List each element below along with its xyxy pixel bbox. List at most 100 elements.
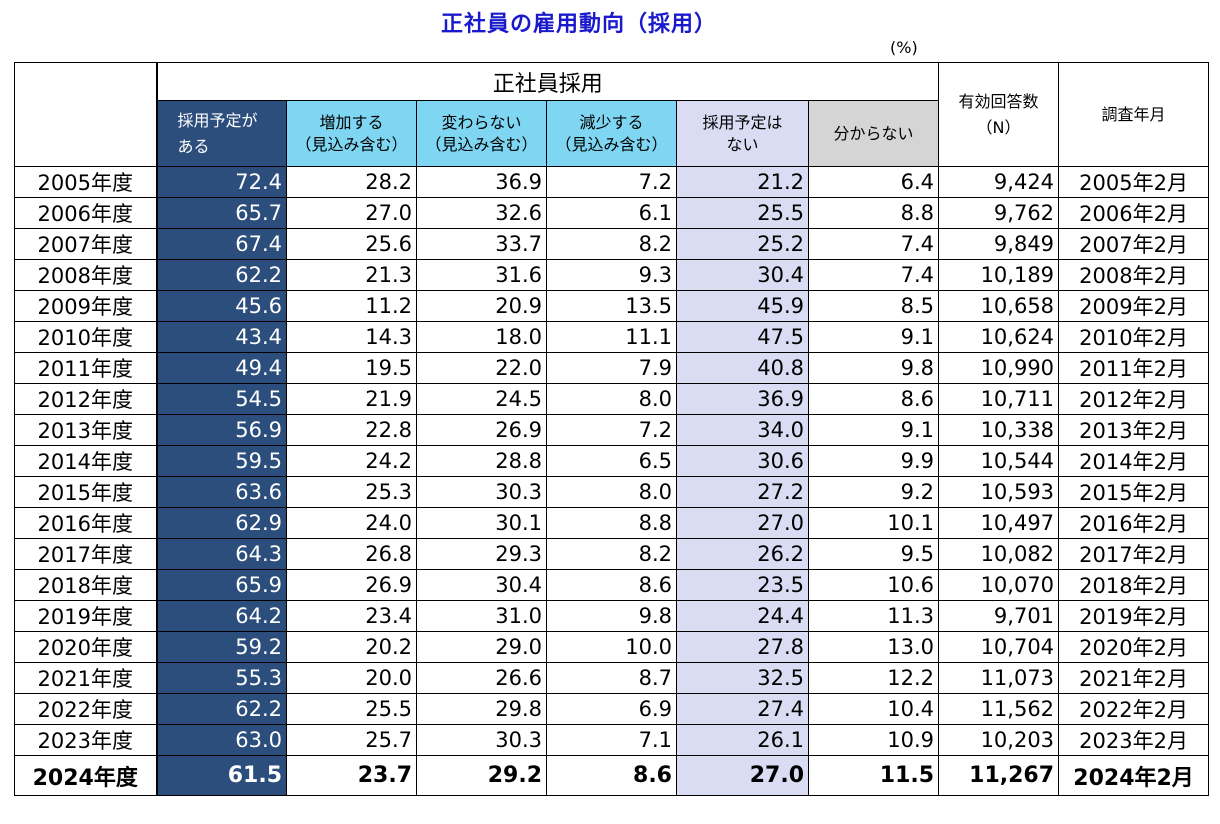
cell-c3: 24.5 [416, 383, 547, 415]
cell-c3: 30.4 [416, 569, 547, 601]
header-n-line2: （N） [976, 117, 1021, 137]
cell-c4: 8.0 [546, 383, 677, 415]
cell-c6: 10.6 [807, 569, 940, 601]
cell-c1: 64.2 [155, 600, 287, 632]
cell-n: 10,544 [938, 445, 1060, 477]
cell-c3: 29.3 [416, 538, 547, 570]
cell-c3: 26.9 [416, 414, 547, 446]
cell-n: 10,658 [938, 290, 1060, 322]
cell-n: 10,624 [938, 321, 1060, 353]
table-row: 2024年度 61.5 23.7 29.2 8.6 27.0 11.5 11,267 2024年… [14, 755, 1210, 796]
cell-c4: 9.3 [546, 259, 677, 291]
cell-year: 2010年度 [14, 321, 157, 353]
cell-n: 9,701 [938, 600, 1060, 632]
table-row: 2009年度 45.6 11.2 20.9 13.5 45.9 8.5 10,658 2009年… [14, 290, 1210, 322]
page-title: 正社員の雇用動向（採用） [440, 12, 717, 37]
cell-c5: 47.5 [676, 321, 809, 353]
cell-c2: 25.3 [286, 476, 417, 508]
cell-c2: 28.2 [286, 166, 417, 198]
cell-n: 10,593 [938, 476, 1060, 508]
cell-month: 2016年2月 [1058, 507, 1210, 539]
cell-n: 9,762 [938, 197, 1060, 229]
cell-c2: 22.8 [286, 414, 417, 446]
cell-c3: 30.3 [416, 724, 547, 756]
cell-c3: 36.9 [416, 166, 547, 198]
cell-c5: 36.9 [676, 383, 809, 415]
cell-c2: 26.9 [286, 569, 417, 601]
cell-c5: 26.2 [676, 538, 809, 570]
cell-c4: 8.6 [546, 569, 677, 601]
cell-c3: 29.2 [416, 755, 547, 796]
cell-c3: 32.6 [416, 197, 547, 229]
table-row: 2012年度 54.5 21.9 24.5 8.0 36.9 8.6 10,711 2012年2… [14, 383, 1210, 415]
hiring-table: 正社員採用 有効回答数 （N） 調査年月 採用予定が ある 増加する （見込み含… [14, 62, 1210, 796]
cell-n: 11,267 [938, 755, 1060, 796]
cell-year: 2006年度 [14, 197, 157, 229]
cell-year: 2015年度 [14, 476, 157, 508]
cell-c2: 19.5 [286, 352, 417, 384]
cell-c1: 65.9 [155, 569, 287, 601]
unit-label: (%) [890, 38, 918, 57]
cell-n: 10,711 [938, 383, 1060, 415]
header-col5: 採用予定は ない [676, 100, 809, 167]
cell-month: 2024年2月 [1058, 755, 1210, 796]
cell-c1: 43.4 [155, 321, 287, 353]
cell-c3: 28.8 [416, 445, 547, 477]
cell-c5: 27.4 [676, 693, 809, 725]
table-row: 2006年度 65.7 27.0 32.6 6.1 25.5 8.8 9,762 2006年2月 [14, 197, 1210, 229]
cell-c6: 10.1 [807, 507, 940, 539]
header-col2-line2: （見込み含む） [295, 134, 408, 154]
cell-c2: 23.7 [286, 755, 417, 796]
cell-n: 11,073 [938, 662, 1060, 694]
cell-c6: 9.5 [807, 538, 940, 570]
cell-c5: 34.0 [676, 414, 809, 446]
cell-year: 2014年度 [14, 445, 157, 477]
cell-c2: 11.2 [286, 290, 417, 322]
cell-c6: 11.3 [807, 600, 940, 632]
header-n: 有効回答数 （N） [938, 62, 1060, 167]
header-col4: 減少する （見込み含む） [546, 100, 677, 167]
group-header: 正社員採用 [155, 62, 940, 101]
cell-month: 2017年2月 [1058, 538, 1210, 570]
cell-c2: 20.0 [286, 662, 417, 694]
cell-year: 2012年度 [14, 383, 157, 415]
cell-c6: 9.8 [807, 352, 940, 384]
cell-c3: 22.0 [416, 352, 547, 384]
table-row: 2020年度 59.2 20.2 29.0 10.0 27.8 13.0 10,704 2020… [14, 631, 1210, 663]
cell-c2: 21.3 [286, 259, 417, 291]
cell-c6: 7.4 [807, 259, 940, 291]
cell-c1: 59.5 [155, 445, 287, 477]
table-row: 2013年度 56.9 22.8 26.9 7.2 34.0 9.1 10,338 2013年2… [14, 414, 1210, 446]
cell-c4: 6.1 [546, 197, 677, 229]
cell-month: 2021年2月 [1058, 662, 1210, 694]
cell-month: 2011年2月 [1058, 352, 1210, 384]
header-col4-line2: （見込み含む） [555, 134, 668, 154]
cell-c6: 11.5 [807, 755, 940, 796]
header-col1: 採用予定が ある [155, 100, 287, 167]
cell-month: 2015年2月 [1058, 476, 1210, 508]
cell-c1: 62.2 [155, 259, 287, 291]
cell-month: 2019年2月 [1058, 600, 1210, 632]
cell-month: 2007年2月 [1058, 228, 1210, 260]
cell-c3: 30.1 [416, 507, 547, 539]
cell-c5: 23.5 [676, 569, 809, 601]
table-row: 2019年度 64.2 23.4 31.0 9.8 24.4 11.3 9,701 2019年2… [14, 600, 1210, 632]
table-row: 2008年度 62.2 21.3 31.6 9.3 30.4 7.4 10,189 2008年2… [14, 259, 1210, 291]
cell-c5: 27.0 [676, 755, 809, 796]
cell-c1: 67.4 [155, 228, 287, 260]
cell-c5: 32.5 [676, 662, 809, 694]
header-row-2: 採用予定が ある 増加する （見込み含む） 変わらない （見込み含む） 減少する… [15, 100, 1209, 167]
cell-c1: 62.9 [155, 507, 287, 539]
table-body: 2005年度 72.4 28.2 36.9 7.2 21.2 6.4 9,424 2005年2月… [14, 166, 1210, 796]
cell-c1: 62.2 [155, 693, 287, 725]
cell-c1: 55.3 [155, 662, 287, 694]
cell-c2: 20.2 [286, 631, 417, 663]
table-row: 2021年度 55.3 20.0 26.6 8.7 32.5 12.2 11,073 2021年… [14, 662, 1210, 694]
cell-month: 2018年2月 [1058, 569, 1210, 601]
cell-c6: 12.2 [807, 662, 940, 694]
header-col5-line2: ない [726, 134, 759, 154]
cell-n: 10,497 [938, 507, 1060, 539]
cell-month: 2010年2月 [1058, 321, 1210, 353]
cell-c6: 6.4 [807, 166, 940, 198]
table-row: 2017年度 64.3 26.8 29.3 8.2 26.2 9.5 10,082 2017年2… [14, 538, 1210, 570]
